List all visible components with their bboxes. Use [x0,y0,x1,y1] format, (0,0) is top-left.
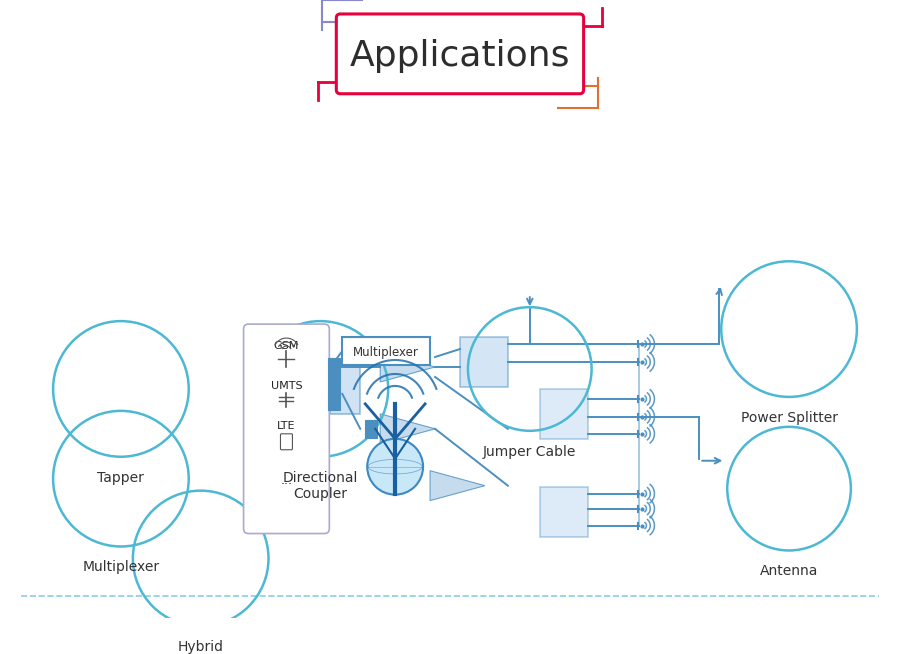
FancyBboxPatch shape [540,389,588,439]
Text: Antenna: Antenna [760,564,818,578]
FancyBboxPatch shape [365,420,377,438]
FancyBboxPatch shape [328,358,340,376]
Text: Power Splitter: Power Splitter [741,411,838,425]
FancyBboxPatch shape [330,359,360,414]
Circle shape [367,439,423,494]
FancyBboxPatch shape [540,487,588,536]
Text: Multiplexer: Multiplexer [353,345,419,358]
Text: Applications: Applications [350,39,571,73]
Polygon shape [380,414,435,444]
Text: Hybrid
Combiner: Hybrid Combiner [166,640,234,654]
FancyBboxPatch shape [328,392,340,410]
FancyBboxPatch shape [337,14,583,94]
Text: UMTS: UMTS [271,381,302,391]
Text: ...: ... [281,473,292,487]
Polygon shape [430,471,485,500]
Text: GSM: GSM [274,341,299,351]
Text: Multiplexer: Multiplexer [82,560,159,574]
Text: Jumper Cable: Jumper Cable [483,445,577,458]
Text: LTE: LTE [277,421,296,431]
FancyBboxPatch shape [342,337,430,365]
FancyBboxPatch shape [460,337,508,387]
FancyBboxPatch shape [244,324,329,534]
Text: Directional
Coupler: Directional Coupler [283,471,358,501]
Text: Tapper: Tapper [97,471,144,485]
FancyBboxPatch shape [328,375,340,393]
Polygon shape [380,352,435,382]
